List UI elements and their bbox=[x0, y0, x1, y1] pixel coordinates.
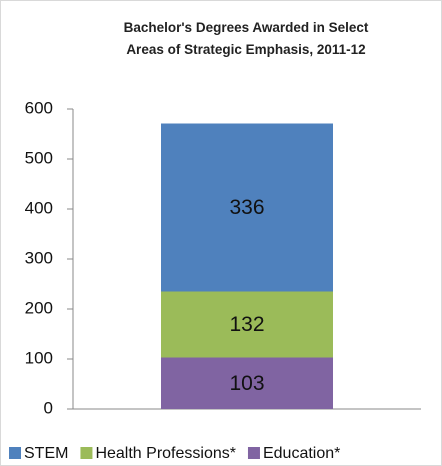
y-tick-label: 0 bbox=[44, 398, 53, 417]
y-tick-label: 300 bbox=[25, 248, 53, 267]
legend-swatch bbox=[247, 447, 260, 459]
data-label: 336 bbox=[229, 196, 264, 219]
data-label: 103 bbox=[229, 372, 264, 395]
data-label: 132 bbox=[229, 313, 264, 336]
y-tick-label: 500 bbox=[25, 148, 53, 167]
legend-swatch bbox=[9, 447, 21, 459]
y-tick-label: 100 bbox=[25, 348, 53, 367]
y-tick-label: 200 bbox=[25, 298, 53, 317]
chart-title: Bachelor's Degrees Awarded in Select Are… bbox=[123, 20, 369, 57]
legend-swatch bbox=[80, 447, 93, 459]
bar-segment bbox=[161, 357, 333, 409]
y-tick-label: 600 bbox=[25, 98, 53, 117]
y-tick-label: 400 bbox=[25, 198, 53, 217]
legend-label: STEM bbox=[24, 445, 68, 462]
bar-segment bbox=[161, 123, 333, 292]
legend-label: Education* bbox=[263, 445, 340, 462]
legend-label: Health Professions* bbox=[95, 445, 236, 462]
bar-segment bbox=[161, 291, 333, 358]
